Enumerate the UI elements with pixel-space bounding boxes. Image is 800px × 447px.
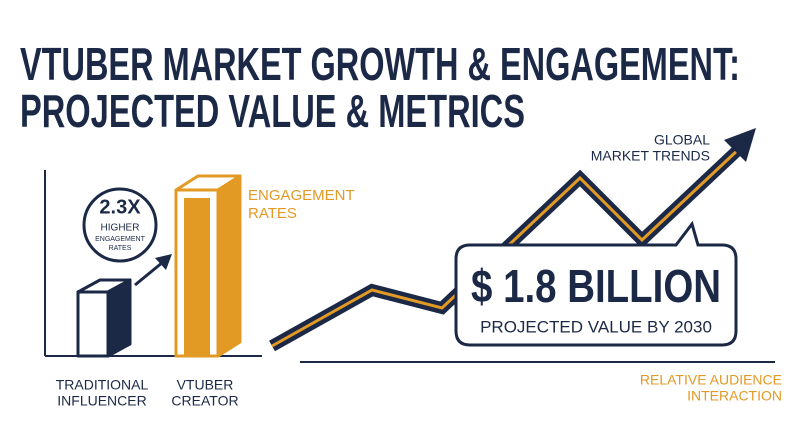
badge-text: HIGHER [101, 223, 140, 234]
callout-box [454, 220, 738, 347]
metric-label: RATES [248, 205, 297, 222]
badge-value: 2.3X [99, 196, 141, 218]
badge-circle [82, 187, 158, 263]
trend-label: MARKET TRENDS [591, 148, 710, 164]
axis-label: RELATIVE AUDIENCE [640, 372, 782, 388]
title-line: VTUBER MARKET GROWTH & ENGAGEMENT: [20, 38, 740, 90]
bar-label: TRADITIONAL [56, 377, 149, 393]
trend-line [269, 128, 756, 352]
vtuber-bar [174, 174, 242, 358]
bar-label: INFLUENCER [57, 393, 146, 409]
badge-text: ENGAGEMENT [95, 236, 146, 243]
metric-label: ENGAGEMENT [248, 187, 355, 204]
bar-label: VTUBER [177, 377, 234, 393]
callout-caption: PROJECTED VALUE BY 2030 [480, 317, 712, 336]
comparison-arrow [134, 254, 172, 287]
traditional-bar [76, 278, 132, 358]
badge-text: RATES [109, 245, 132, 252]
bar-label: CREATOR [171, 393, 238, 409]
axis-label: INTERACTION [687, 388, 782, 404]
trend-label: GLOBAL [654, 132, 710, 148]
title-line: PROJECTED VALUE & METRICS [20, 85, 525, 137]
callout-value: $ 1.8 BILLION [471, 260, 721, 312]
